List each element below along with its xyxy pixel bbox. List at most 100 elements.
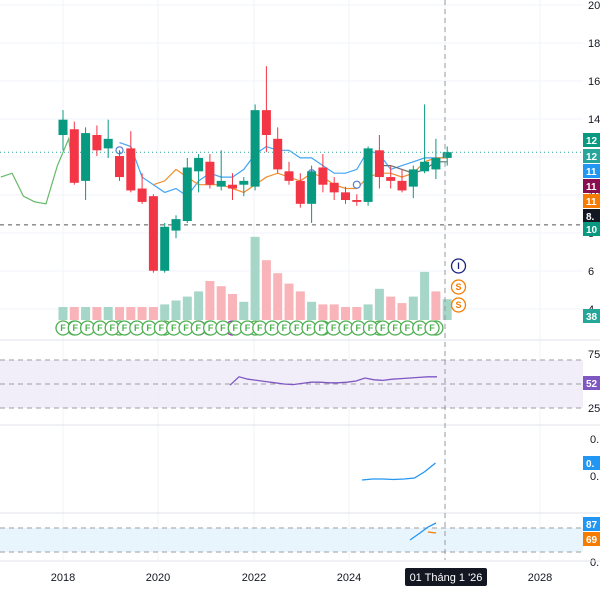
event-marker-s[interactable]: S [450, 297, 467, 313]
event-marker-letter: I [457, 261, 460, 271]
candle-body [408, 169, 418, 187]
volume-bar [239, 301, 249, 320]
pane3-line [361, 462, 436, 481]
volume-bar [69, 307, 79, 320]
event-marker-f[interactable]: F [301, 320, 317, 336]
pane4-badge [583, 532, 600, 546]
candle[interactable] [171, 215, 181, 239]
volume-bar [171, 300, 181, 320]
candle[interactable] [115, 150, 124, 181]
event-marker-f[interactable]: F [55, 320, 71, 336]
price-badges: 12 12 11 11 11 8. 10 38 52 0. 87 69 [583, 133, 600, 546]
event-marker-circle [424, 320, 440, 336]
candle[interactable] [160, 222, 170, 273]
price-badge-label: 38 [586, 312, 598, 323]
volume-bar [408, 296, 418, 320]
candle[interactable] [228, 173, 237, 200]
candle-body [284, 171, 294, 181]
price-badge [583, 149, 600, 163]
candle[interactable] [420, 104, 430, 174]
candle[interactable] [137, 173, 147, 204]
candle[interactable] [261, 66, 271, 153]
candle-body [126, 148, 136, 191]
event-markers[interactable]: FFFDFDFFFFISSFFFFFFFFFFFFFFFFFFFFFFFFFFF… [55, 258, 467, 336]
volume-bar [160, 304, 170, 320]
candle[interactable] [363, 146, 373, 206]
crosshair-date-label: 01 Tháng 1 '26 [410, 572, 483, 584]
price-badge-label: 8. [586, 212, 595, 223]
volume-bar [137, 307, 147, 320]
candle[interactable] [182, 157, 192, 223]
pane3-tick-label: 0. [590, 434, 599, 446]
event-marker-f[interactable]: F [202, 320, 219, 336]
event-marker-letter: F [319, 323, 325, 333]
price-badge [583, 194, 600, 208]
candle-body [273, 138, 283, 170]
event-marker-f[interactable]: F [166, 320, 182, 336]
pane4-band [0, 528, 583, 552]
event-marker-f[interactable]: F [424, 320, 440, 336]
volume-bar [92, 307, 102, 320]
volume-bar [81, 307, 91, 320]
volume-bar [363, 304, 373, 320]
event-marker-letter: F [306, 323, 312, 333]
time-axis[interactable]: 2018 2020 2022 2024 2028 01 Tháng 1 '26 [0, 560, 600, 586]
candle[interactable] [126, 131, 136, 193]
candle[interactable] [81, 127, 91, 200]
volume-bars [58, 236, 452, 320]
candle[interactable] [205, 154, 215, 189]
event-marker-f[interactable]: F [129, 320, 145, 336]
candle[interactable] [92, 125, 102, 157]
price-badge-label: 12 [586, 136, 598, 147]
event-marker-i[interactable]: I [450, 258, 467, 274]
candle-body [261, 110, 271, 135]
candle[interactable] [341, 186, 350, 204]
candle[interactable] [307, 165, 317, 223]
candle[interactable] [69, 121, 79, 185]
event-marker-s[interactable]: S [450, 279, 467, 295]
candle[interactable] [273, 127, 283, 174]
event-marker-f[interactable]: F [375, 320, 391, 336]
event-marker-letter: F [134, 323, 140, 333]
candle[interactable] [352, 194, 362, 206]
candle[interactable] [58, 110, 68, 151]
candle-body [250, 110, 260, 187]
event-marker-f[interactable]: F [399, 320, 416, 336]
volume-bar [216, 286, 226, 320]
candle[interactable] [250, 104, 260, 191]
candle[interactable] [239, 177, 249, 197]
event-marker-f[interactable]: F [116, 320, 133, 336]
event-marker-circle [450, 297, 467, 313]
ma-line-green [0, 136, 75, 205]
candle[interactable] [284, 161, 294, 185]
candle[interactable] [442, 146, 452, 166]
price-axis[interactable]: 20181614121086475250.0.0. [588, 0, 600, 569]
candle[interactable] [103, 119, 113, 158]
volume-bar [126, 307, 136, 320]
volume-bar [115, 307, 124, 320]
candle[interactable] [318, 154, 328, 193]
candle[interactable] [386, 165, 396, 189]
event-marker-f[interactable]: F [215, 320, 231, 336]
candle[interactable] [397, 169, 407, 193]
event-marker-letter: F [294, 323, 300, 333]
candle[interactable] [216, 150, 226, 191]
volume-bar [318, 304, 328, 320]
candle[interactable] [148, 194, 158, 273]
volume-bar [329, 304, 339, 320]
candle-body [171, 219, 181, 231]
volume-bar [148, 307, 158, 320]
candle[interactable] [431, 138, 441, 179]
event-marker-letter: F [232, 323, 238, 333]
candle[interactable] [408, 165, 418, 199]
event-marker-circle [450, 258, 467, 274]
candle-body [160, 226, 170, 271]
candle-body [431, 157, 441, 170]
candle[interactable] [374, 135, 384, 189]
candlesticks[interactable] [58, 66, 452, 273]
candle[interactable] [295, 173, 305, 208]
candle[interactable] [194, 154, 204, 193]
candle[interactable] [329, 177, 339, 200]
volume-bar [307, 301, 317, 320]
